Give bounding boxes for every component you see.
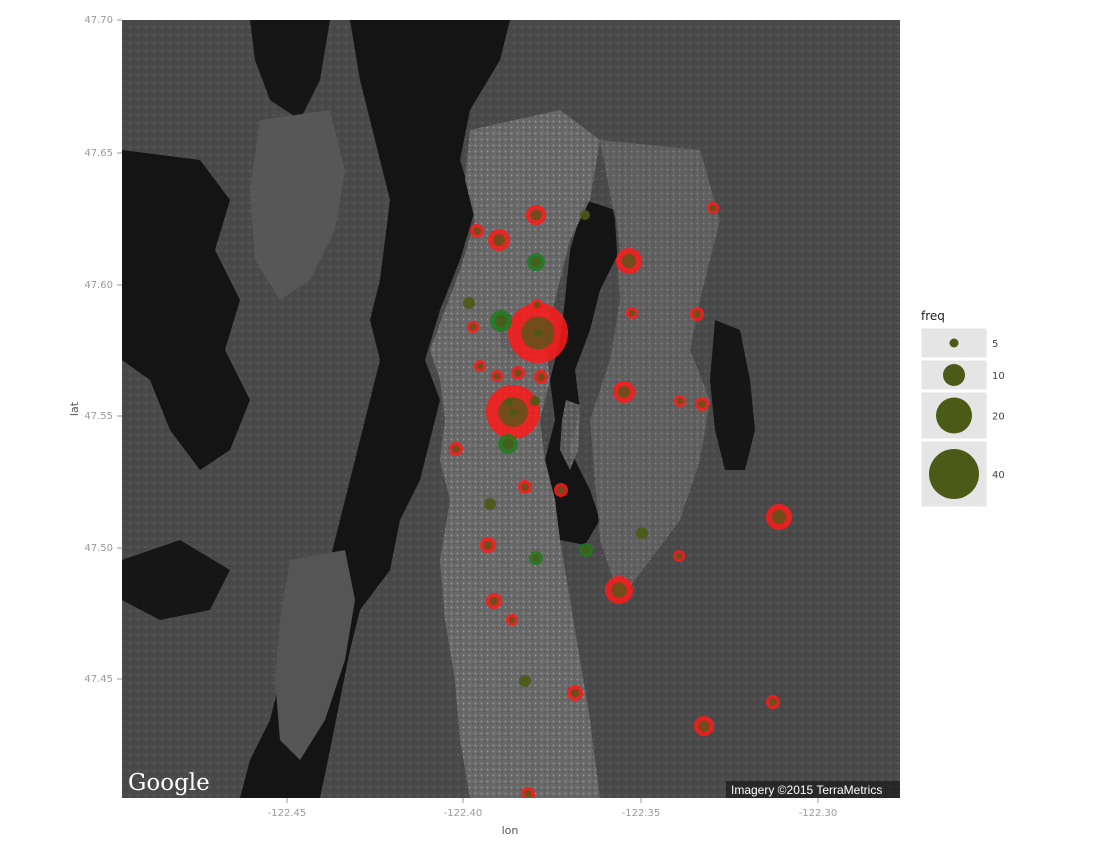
frequency-circle-center — [537, 373, 545, 381]
frequency-circle-center — [489, 596, 499, 606]
frequency-circle-center — [509, 409, 517, 417]
frequency-circle-center — [533, 301, 541, 309]
frequency-circle-center — [709, 204, 717, 212]
frequency-circle[interactable] — [580, 210, 590, 220]
x-axis: -122.45 -122.40 -122.35 -122.30 — [268, 798, 838, 819]
frequency-circle-center — [769, 698, 777, 706]
google-logo: Google — [128, 770, 210, 796]
puget-sound-water — [240, 20, 510, 798]
x-tick-label: -122.45 — [268, 808, 307, 819]
frequency-circle-center — [628, 309, 636, 317]
y-tick-label: 47.55 — [84, 411, 113, 422]
vashon-island — [275, 550, 355, 760]
frequency-circle-center — [693, 310, 701, 318]
satellite-map-panel[interactable]: Google Imagery ©2015 TerraMetrics — [122, 20, 900, 801]
y-tick-label: 47.60 — [84, 280, 113, 291]
frequency-circle-center — [492, 233, 506, 247]
frequency-circle-center — [532, 554, 540, 562]
frequency-circle-center — [534, 329, 542, 337]
y-tick-label: 47.45 — [84, 674, 113, 685]
frequency-circle-center — [502, 438, 514, 450]
frequency-circle[interactable] — [463, 297, 475, 309]
x-axis-title: lon — [502, 824, 519, 837]
frequency-circle-center — [582, 546, 590, 554]
frequency-circle-center — [611, 582, 627, 598]
legend-key-circle — [929, 449, 979, 499]
frequency-circle-center — [557, 486, 565, 494]
legend-title: freq — [921, 309, 945, 323]
legend-key-circle — [936, 397, 972, 434]
data-points-layer — [449, 202, 792, 798]
y-axis: 47.70 47.65 47.60 47.55 47.50 47.45 — [84, 15, 122, 685]
frequency-circle-center — [505, 398, 513, 406]
sinclair-inlet-water — [122, 540, 230, 620]
frequency-circle-center — [531, 257, 541, 267]
mercer-island — [560, 400, 580, 470]
west-inlet-water — [122, 150, 250, 470]
frequency-circle-center — [675, 552, 683, 560]
y-axis-title: lat — [68, 401, 81, 416]
lake-sammamish-water — [710, 320, 755, 470]
frequency-circle-center — [514, 369, 522, 377]
frequency-circle-center — [521, 483, 529, 491]
frequency-circle-center — [494, 314, 508, 328]
frequency-circle-center — [771, 509, 787, 525]
legend-key-circle — [949, 338, 959, 348]
frequency-circle-center — [530, 396, 540, 406]
frequency-circle-center — [452, 445, 460, 453]
seattle-urban-area — [430, 110, 600, 798]
lake-washington-water — [545, 200, 620, 545]
y-tick-label: 47.65 — [84, 148, 113, 159]
legend-key-circle — [943, 364, 965, 386]
legend-key-label: 10 — [992, 371, 1005, 382]
frequency-circle-center — [476, 362, 484, 370]
frequency-circle-center — [469, 323, 477, 331]
frequency-circle-center — [524, 790, 532, 798]
frequency-circle-center — [473, 227, 481, 235]
legend-keys: 5 10 20 40 — [920, 327, 1005, 508]
y-tick-label: 47.50 — [84, 543, 113, 554]
frequency-circle[interactable] — [484, 498, 496, 510]
frequency-circle-center — [530, 209, 542, 221]
x-tick-label: -122.40 — [444, 808, 483, 819]
legend-key-label: 40 — [992, 470, 1005, 481]
north-channel-water — [250, 20, 330, 120]
frequency-circle-center — [698, 720, 710, 732]
frequency-circle-center — [493, 372, 501, 380]
legend-key-label: 20 — [992, 412, 1005, 423]
frequency-circle-center — [698, 400, 706, 408]
frequency-circle[interactable] — [636, 527, 648, 539]
imagery-credit-background — [726, 781, 900, 798]
y-tick-label: 47.70 — [84, 15, 113, 26]
bainbridge-island — [250, 110, 345, 300]
x-tick-label: -122.30 — [799, 808, 838, 819]
frequency-circle-center — [621, 253, 637, 269]
frequency-circle[interactable] — [519, 675, 531, 687]
frequency-circle-center — [676, 397, 684, 405]
x-tick-label: -122.35 — [622, 808, 661, 819]
imagery-credit: Imagery ©2015 TerraMetrics — [731, 783, 882, 797]
frequency-circle-center — [617, 385, 631, 399]
legend-key-label: 5 — [992, 339, 998, 350]
frequency-circle-center — [570, 688, 580, 698]
frequency-circle-center — [508, 616, 516, 624]
frequency-circle-center — [483, 540, 493, 550]
freq-legend: freq 5 10 20 40 — [920, 309, 1005, 508]
